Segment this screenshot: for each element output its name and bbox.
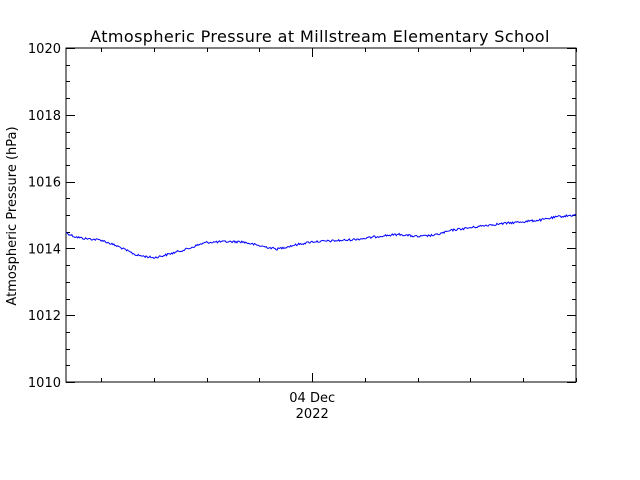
y-tick-label: 1018 [28,109,61,124]
y-tick-label: 1010 [28,376,61,391]
plot-border [65,47,577,383]
chart-title: Atmospheric Pressure at Millstream Eleme… [90,27,550,46]
y-axis-ticks: 1010 1012 1014 1016 1018 1020 [28,42,576,391]
pressure-series-line [65,213,577,260]
y-axis-label: Atmospheric Pressure (hPa) [5,126,20,305]
y-tick-label: 1012 [28,309,61,324]
series-layer [65,213,577,260]
x-tick-sublabel: 2022 [296,407,329,422]
y-tick-label: 1016 [28,176,61,191]
plot-frame [65,47,577,383]
y-tick-label: 1020 [28,42,61,57]
y-tick-label: 1014 [28,242,61,257]
x-tick-label: 04 Dec [289,391,335,406]
